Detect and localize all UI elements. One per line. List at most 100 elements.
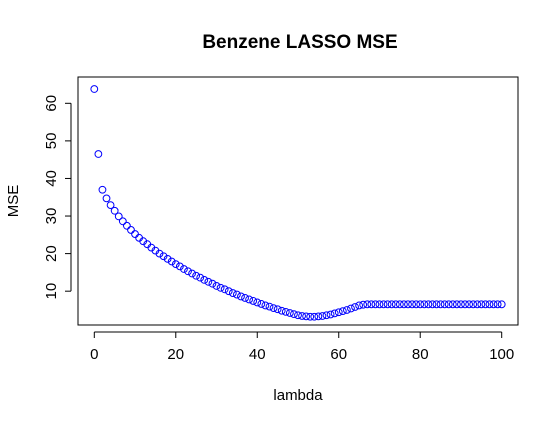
- data-point: [432, 300, 441, 309]
- data-point: [232, 290, 241, 299]
- data-point: [404, 300, 412, 309]
- data-point: [367, 300, 376, 309]
- data-point: [306, 312, 315, 321]
- data-point: [318, 312, 327, 320]
- data-point: [497, 300, 506, 309]
- data-point: [118, 217, 127, 226]
- data-point: [355, 301, 364, 310]
- data-point: [493, 300, 502, 309]
- data-point: [188, 269, 196, 278]
- data-point: [253, 298, 262, 307]
- data-point: [175, 262, 184, 271]
- y-axis-label: MSE: [5, 185, 22, 218]
- data-point: [424, 300, 433, 309]
- data-point: [122, 221, 131, 230]
- data-point: [391, 300, 400, 309]
- y-tick-label: 60: [43, 95, 60, 112]
- data-point: [106, 201, 115, 210]
- data-point: [322, 311, 331, 320]
- data-point: [334, 308, 343, 317]
- data-point: [131, 230, 139, 238]
- data-point: [277, 306, 286, 315]
- data-point: [481, 300, 490, 309]
- data-point: [273, 305, 282, 314]
- data-point: [220, 285, 229, 294]
- data-point: [383, 300, 392, 309]
- data-point: [489, 300, 498, 309]
- data-point: [237, 292, 245, 301]
- y-tick-label: 10: [43, 283, 60, 300]
- x-tick-label: 60: [330, 346, 347, 363]
- data-point: [314, 312, 323, 321]
- data-point: [110, 206, 119, 215]
- data-point: [127, 226, 135, 234]
- x-tick-label: 0: [90, 346, 98, 363]
- data-point: [448, 300, 457, 309]
- data-point: [395, 300, 404, 309]
- data-point: [298, 312, 306, 320]
- data-point: [342, 306, 351, 314]
- data-point: [290, 310, 298, 319]
- data-point: [379, 300, 388, 309]
- data-point: [192, 271, 201, 280]
- data-point: [387, 300, 396, 309]
- data-point: [338, 307, 347, 315]
- data-point: [294, 311, 302, 320]
- data-point: [261, 301, 270, 310]
- chart-title: Benzene LASSO MSE: [202, 32, 397, 53]
- data-point: [347, 304, 355, 313]
- data-point: [351, 303, 359, 311]
- data-point: [159, 252, 168, 261]
- x-axis: 0 20 40 60 80 100: [90, 331, 514, 363]
- data-point: [245, 295, 254, 304]
- data-point: [330, 309, 339, 318]
- plot-frame: [77, 76, 519, 326]
- data-point: [98, 185, 107, 194]
- data-point: [94, 150, 103, 158]
- data-point: [102, 194, 111, 203]
- data-point: [420, 300, 429, 309]
- data-point: [469, 300, 478, 309]
- data-point: [265, 302, 274, 311]
- data-point: [473, 300, 482, 309]
- data-point: [224, 287, 233, 296]
- data-point: [428, 300, 437, 309]
- data-point: [196, 273, 205, 282]
- data-point: [485, 300, 494, 309]
- y-tick-label: 50: [43, 133, 60, 150]
- data-points: [90, 85, 506, 321]
- data-point: [302, 312, 311, 321]
- y-tick-label: 20: [43, 245, 60, 262]
- data-point: [444, 300, 453, 309]
- data-point: [457, 300, 465, 309]
- data-point: [114, 212, 123, 221]
- y-axis: 10 20 30 40 50 60: [43, 95, 72, 300]
- data-point: [408, 300, 416, 309]
- data-point: [412, 300, 421, 309]
- data-point: [208, 279, 217, 288]
- x-tick-label: 80: [412, 346, 429, 363]
- data-point: [400, 300, 408, 309]
- data-point: [184, 267, 192, 276]
- data-point: [155, 249, 164, 258]
- y-tick-label: 40: [43, 170, 60, 187]
- data-point: [477, 300, 486, 309]
- x-tick-label: 40: [249, 346, 266, 363]
- data-point: [241, 294, 249, 302]
- data-point: [371, 300, 380, 309]
- data-point: [216, 283, 225, 292]
- data-point: [90, 85, 99, 93]
- data-point: [200, 276, 209, 284]
- x-axis-label: lambda: [273, 387, 323, 404]
- data-point: [326, 310, 335, 319]
- data-point: [416, 300, 425, 309]
- x-tick-label: 100: [489, 346, 514, 363]
- data-point: [465, 300, 474, 309]
- data-point: [249, 297, 258, 305]
- data-point: [171, 260, 180, 269]
- data-point: [212, 282, 221, 290]
- data-point: [436, 300, 445, 309]
- data-point: [228, 289, 237, 297]
- data-point: [310, 312, 319, 321]
- data-point: [452, 300, 461, 309]
